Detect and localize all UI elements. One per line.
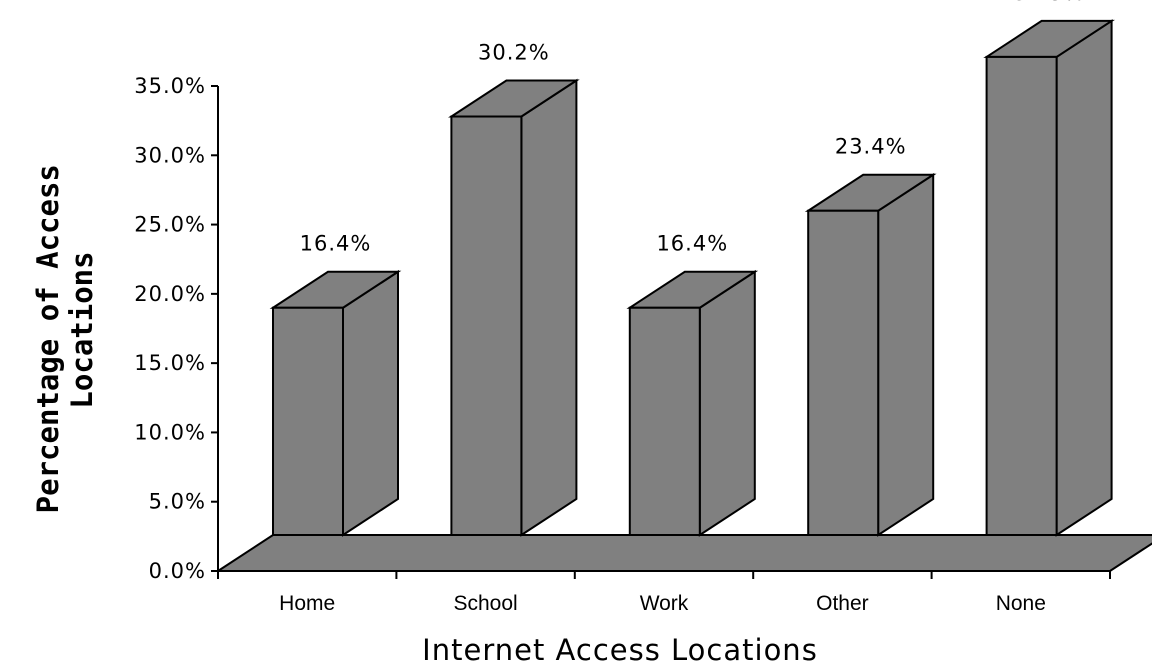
y-tick-label: 35.0% [134,74,206,98]
bar-side [877,172,935,537]
bar-none [983,19,1115,537]
x-tick-label: Work [640,592,689,615]
bar-front [628,306,701,536]
chart-floor [214,534,1152,572]
bar-front [985,55,1058,537]
x-axis: Home School Work Other None [217,570,1111,615]
y-tick-label: 20.0% [134,282,206,306]
bar-side [520,78,578,537]
data-label: 30.2% [478,41,550,65]
x-axis-title: Internet Access Locations [422,633,818,667]
bar-front [450,115,523,536]
x-tick-label: Other [816,592,869,615]
y-tick-label: 15.0% [134,351,206,375]
floor-plane [214,534,1152,572]
x-tick-label: School [453,592,517,615]
y-axis-title: Percentage of Access Locations [31,147,99,514]
bar-home [269,269,402,537]
data-label: 23.4% [835,135,907,159]
y-tick-label: 0.0% [149,559,206,583]
y-axis-title-line-2: Locations [65,251,99,408]
y-axis-title-line-1: Percentage of Access [31,164,65,513]
bar-work [626,269,759,537]
data-label: 16.4% [300,232,372,256]
data-label: 16.4% [656,232,728,256]
bars [269,19,1115,537]
bar-school [448,78,580,537]
y-tick-label: 25.0% [134,213,206,237]
bar-side [1055,19,1113,537]
x-tick-label: Home [279,592,335,615]
bar-other [804,172,937,537]
bar-side [698,269,756,537]
x-tick-label: None [996,592,1046,615]
bar-front [272,306,344,536]
data-labels: 16.4% 30.2% 16.4% 23.4% 34.5% [300,0,1085,256]
bar-front [807,209,880,536]
data-label: 34.5% [1013,0,1085,5]
y-tick-label: 10.0% [134,420,206,444]
y-axis: 0.0% 5.0% 10.0% 15.0% 20.0% 25.0% 30.0% 35.0% [134,74,219,583]
y-tick-label: 5.0% [149,490,206,514]
bar-side [342,269,399,537]
y-tick-label: 30.0% [134,143,206,167]
